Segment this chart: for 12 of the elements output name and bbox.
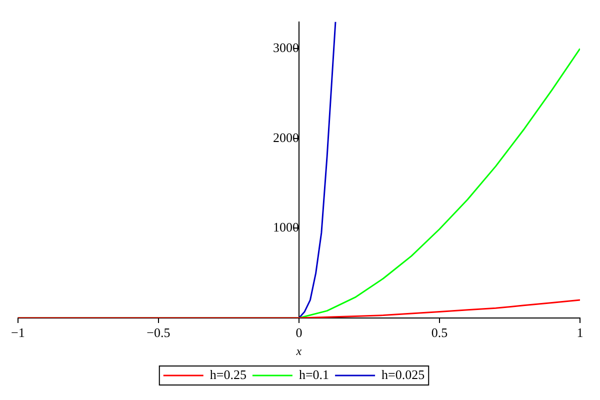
- legend-label: h=0.25: [210, 366, 246, 382]
- x-tick-label: 0: [296, 325, 302, 340]
- x-tick-label: −0.5: [146, 325, 170, 340]
- x-axis-title: x: [295, 344, 302, 358]
- y-tick-label: 2000: [272, 130, 299, 145]
- x-tick-label: 1: [576, 325, 584, 340]
- y-tick-label: 3000: [272, 40, 299, 56]
- legend-label: h=0.1: [298, 366, 330, 382]
- legend-label: h=0.025: [382, 366, 425, 382]
- x-tick-label: −1: [10, 325, 25, 340]
- x-tick-label: 0.5: [431, 325, 448, 340]
- y-tick-label: 1000: [272, 220, 299, 235]
